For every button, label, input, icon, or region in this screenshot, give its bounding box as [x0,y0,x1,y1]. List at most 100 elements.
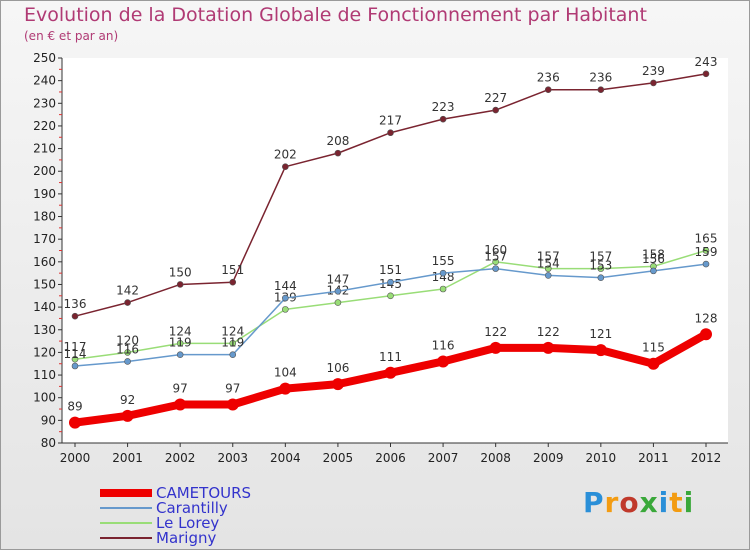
x-tick-label: 2008 [480,451,511,465]
data-label-marigny: 217 [379,114,402,128]
data-point-carantilly [597,274,605,281]
data-point-le-lorey [492,258,499,266]
data-point-carantilly [176,351,184,358]
y-tick-label: 90 [41,413,56,427]
data-point-marigny [439,115,447,123]
y-tick-label: 240 [33,74,56,88]
y-tick-label: 190 [33,187,56,201]
data-label-cametours: 121 [589,327,612,341]
data-point-carantilly [650,267,657,275]
legend-label-cametours: CAMETOURS [156,484,251,502]
data-label-carantilly: 153 [589,259,612,273]
data-point-marigny [597,86,605,94]
data-label-marigny: 236 [537,71,560,85]
y-tick-label: 150 [33,277,56,291]
x-tick-label: 2006 [375,451,406,465]
data-point-carantilly [71,362,79,370]
data-point-cametours [331,378,344,391]
data-point-le-lorey [124,349,131,356]
data-point-cametours [594,344,607,357]
data-point-cametours [700,328,712,341]
data-point-cametours [542,341,555,354]
y-tick-label: 210 [33,142,56,156]
y-tick-label: 230 [33,96,56,110]
y-tick-label: 140 [33,300,56,314]
y-tick-label: 180 [33,210,56,224]
chart-title: Evolution de la Dotation Globale de Fonc… [24,4,647,26]
data-point-carantilly [334,287,342,295]
x-tick-label: 2009 [533,451,564,465]
data-point-cametours [69,416,81,429]
y-tick-label: 80 [41,436,56,450]
data-label-cametours: 106 [326,361,349,375]
data-point-carantilly [702,260,710,268]
data-label-marigny: 243 [695,55,718,69]
data-label-carantilly: 155 [432,254,455,268]
data-point-le-lorey [334,299,342,306]
data-label-cametours: 92 [120,393,135,407]
data-point-cametours [647,357,660,370]
data-point-carantilly [544,272,552,279]
data-label-carantilly: 154 [537,256,560,270]
data-label-marigny: 151 [221,263,244,277]
data-label-marigny: 142 [116,284,139,298]
data-label-marigny: 236 [589,71,612,85]
x-tick-label: 2000 [60,451,91,465]
x-tick-label: 2012 [691,451,722,465]
x-tick-label: 2001 [112,451,143,465]
data-point-carantilly [387,278,394,286]
data-point-le-lorey [702,247,710,254]
data-point-cametours [437,355,450,368]
data-point-carantilly [439,269,447,277]
data-label-cametours: 122 [484,325,507,339]
data-point-marigny [124,299,131,306]
data-label-le-lorey: 117 [64,340,87,354]
y-tick-label: 200 [33,164,56,178]
proxiti-logo: Proxiti [583,486,695,519]
y-tick-label: 110 [33,368,56,382]
data-point-marigny [282,163,289,171]
data-label-marigny: 150 [169,265,192,279]
data-point-le-lorey [176,340,184,347]
y-tick-label: 130 [33,323,56,337]
legend-label-marigny: Marigny [156,529,216,547]
data-label-cametours: 122 [537,325,560,339]
plot-area [62,58,728,443]
data-label-marigny: 239 [642,64,665,78]
data-point-cametours [489,341,502,354]
data-label-carantilly: 114 [64,347,87,361]
data-label-le-lorey: 158 [642,247,665,261]
y-tick-label: 160 [33,255,56,269]
data-label-cametours: 97 [225,382,240,396]
data-label-le-lorey: 157 [589,250,612,264]
data-point-le-lorey [282,306,289,313]
data-point-marigny [544,86,552,94]
data-label-cametours: 128 [695,311,718,325]
data-label-cametours: 116 [432,338,455,352]
data-label-marigny: 136 [64,297,87,311]
data-label-marigny: 202 [274,148,297,162]
data-label-carantilly: 157 [484,250,507,264]
data-point-le-lorey [597,265,605,272]
data-label-marigny: 223 [432,100,455,114]
data-point-le-lorey [439,285,447,293]
chart-subtitle: (en € et par an) [24,29,119,43]
data-point-le-lorey [387,292,394,300]
data-label-le-lorey: 124 [221,324,244,338]
data-label-cametours: 89 [67,400,82,414]
x-tick-label: 2010 [586,451,617,465]
data-point-marigny [492,106,499,114]
data-label-cametours: 115 [642,341,665,355]
data-label-le-lorey: 157 [537,250,560,264]
data-label-le-lorey: 165 [695,232,718,246]
data-point-marigny [71,312,79,320]
data-label-carantilly: 119 [169,336,192,350]
data-point-cametours [226,398,239,411]
legend-label-carantilly: Carantilly [156,499,228,517]
data-label-cametours: 111 [379,350,402,364]
data-label-carantilly: 151 [379,263,402,277]
data-label-le-lorey: 120 [116,333,139,347]
y-tick-label: 100 [33,391,56,405]
data-point-carantilly [282,294,289,302]
x-tick-label: 2004 [270,451,301,465]
